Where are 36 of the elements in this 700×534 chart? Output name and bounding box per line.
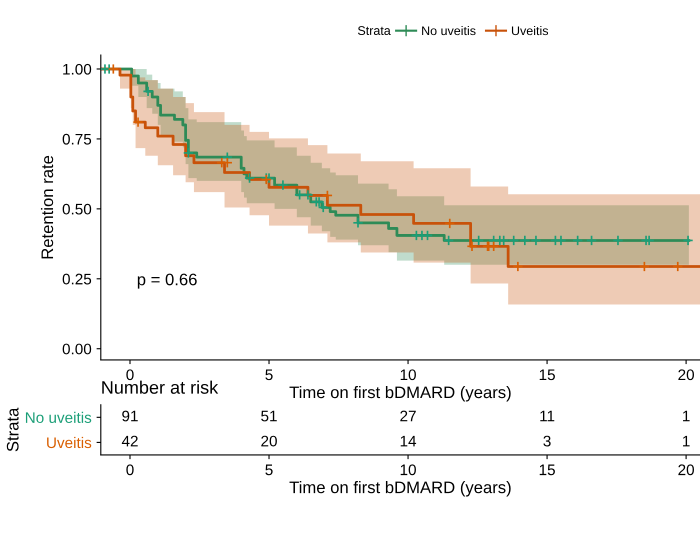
- x-tick-label: 15: [540, 464, 555, 476]
- x-tick-label: 15: [540, 370, 555, 380]
- data-label: 27: [400, 410, 416, 422]
- y-tick-label: Uveitis: [47, 436, 92, 448]
- y-tick-label: 1.00: [63, 64, 92, 75]
- x-axis-title: Time on first bDMARD (years): [290, 481, 511, 497]
- y-tick-label: 0.50: [62, 204, 92, 215]
- x-tick-label: 20: [678, 369, 694, 380]
- y-tick-label: 0.00: [62, 344, 92, 354]
- x-tick-label: 0: [126, 464, 134, 476]
- y-tick-label: 0.25: [62, 274, 92, 284]
- y-axis-title: Retention rate: [40, 156, 54, 258]
- x-tick-label: 0: [126, 369, 134, 380]
- x-tick-label: 20: [678, 464, 694, 476]
- data-label: 11: [540, 410, 554, 422]
- data-label: 3: [543, 436, 551, 447]
- x-tick-label: 5: [265, 464, 273, 476]
- chart-title: Number at risk: [102, 380, 218, 394]
- data-label: 20: [261, 436, 277, 447]
- data-label: 51: [261, 410, 277, 422]
- x-axis-title: Time on first bDMARD (years): [290, 386, 511, 402]
- x-tick-label: 10: [400, 369, 416, 380]
- legend-label: Uveitis: [512, 26, 548, 36]
- data-label: 14: [400, 436, 416, 446]
- data-label: 1: [683, 410, 690, 422]
- annotation: p = 0.66: [138, 274, 197, 289]
- y-axis-title: Strata: [6, 408, 19, 452]
- data-label: 42: [122, 436, 138, 446]
- data-label: 91: [122, 410, 138, 422]
- legend-title: Strata: [358, 26, 391, 36]
- y-tick-label: No uveitis: [26, 412, 92, 424]
- data-label: 1: [683, 436, 690, 446]
- legend-label: No uveitis: [422, 26, 476, 36]
- y-tick-label: 0.75: [62, 134, 92, 145]
- x-tick-label: 10: [400, 464, 416, 476]
- x-tick-label: 5: [265, 370, 273, 380]
